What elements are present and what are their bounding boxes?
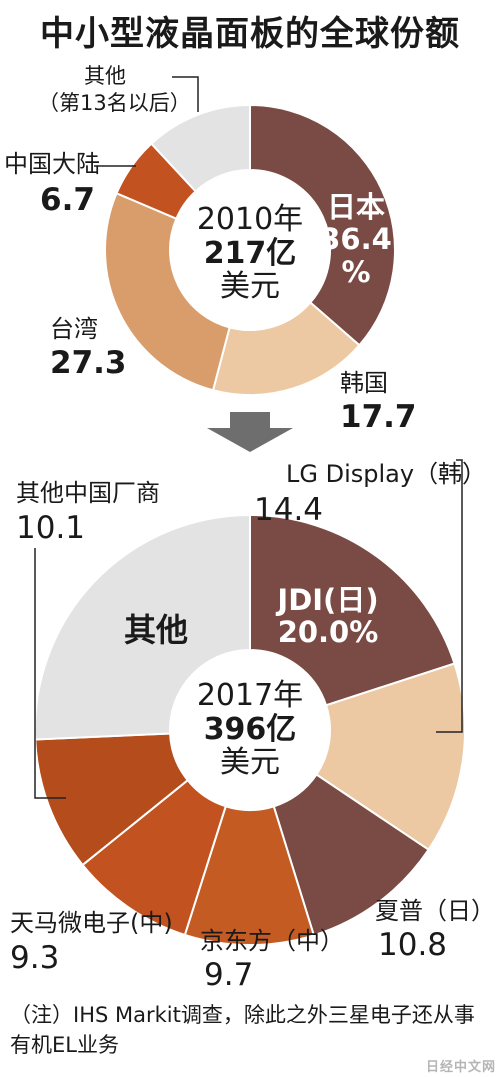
center-amount-2010: 217亿	[203, 235, 297, 271]
value-lg-2017: 14.4	[254, 492, 324, 528]
label-jdi-value: 20.0%	[277, 615, 379, 650]
label-taiwan-2010: 台湾	[50, 315, 98, 343]
label-korea-2010: 韩国	[340, 369, 388, 397]
label-china-2010: 中国大陆	[4, 150, 100, 178]
value-china-2010: 6.7	[40, 182, 95, 218]
label-other-2017: 其他	[124, 611, 189, 649]
label-other-china-2017: 其他中国厂商	[16, 479, 160, 507]
center-unit-2017: 美元	[220, 745, 280, 781]
center-label-2010: 2010年 217亿 美元	[180, 203, 320, 304]
center-unit-2010: 美元	[220, 269, 280, 305]
label-tianma-2017: 天马微电子(中)	[10, 909, 173, 937]
label-japan-unit: %	[341, 254, 371, 289]
label-jdi-name: JDI(日)	[277, 583, 379, 617]
value-other-china-2017: 10.1	[16, 510, 86, 546]
pie-chart-2010	[104, 103, 396, 396]
center-year-2010: 2010年	[196, 202, 304, 237]
value-tianma-2017: 9.3	[10, 940, 60, 976]
slice-other-2017	[34, 513, 251, 741]
slice-korea-2010	[211, 301, 361, 396]
leader-line-other-2010	[172, 76, 199, 112]
label-jdi-2017: JDI(日) 20.0%	[268, 584, 388, 649]
slice-jdi-2017	[249, 513, 456, 707]
center-year-2017: 2017年	[196, 678, 304, 713]
label-other-2010: 其他	[84, 64, 126, 88]
label-boe-2017: 京东方（中）	[200, 927, 344, 955]
center-amount-2017: 396亿	[203, 711, 297, 747]
label-japan-2010: 日本 36.4 %	[316, 190, 396, 289]
slice-lg-2017	[315, 662, 466, 852]
leader-lines	[34, 76, 463, 799]
chart-title: 中小型液晶面板的全球份额	[40, 14, 460, 54]
label-sharp-2017: 夏普（日）	[375, 897, 495, 925]
watermark-logo: 日经中文网	[425, 1060, 496, 1075]
value-taiwan-2010: 27.3	[50, 345, 127, 381]
label-other-sub-2010: （第13名以后）	[38, 91, 191, 115]
slice-other-2010	[149, 103, 251, 193]
label-japan-value: 36.4	[320, 222, 392, 257]
center-label-2017: 2017年 396亿 美元	[180, 679, 320, 780]
label-japan-name: 日本	[326, 190, 385, 224]
footnote: （注）IHS Markit调查，除此之外三星电子还从事有机EL业务	[10, 1003, 475, 1058]
value-boe-2017: 9.7	[204, 957, 254, 993]
down-arrow-icon	[207, 412, 293, 452]
value-korea-2010: 17.7	[340, 399, 417, 435]
leader-line-other-china	[34, 548, 66, 799]
slice-taiwan-2010	[104, 191, 231, 392]
label-lg-2017: LG Display（韩）	[286, 460, 487, 488]
value-sharp-2017: 10.8	[378, 927, 448, 963]
pie-chart-2017	[34, 513, 466, 946]
leader-line-lg	[436, 459, 463, 733]
slice-japan-2010	[249, 103, 396, 347]
